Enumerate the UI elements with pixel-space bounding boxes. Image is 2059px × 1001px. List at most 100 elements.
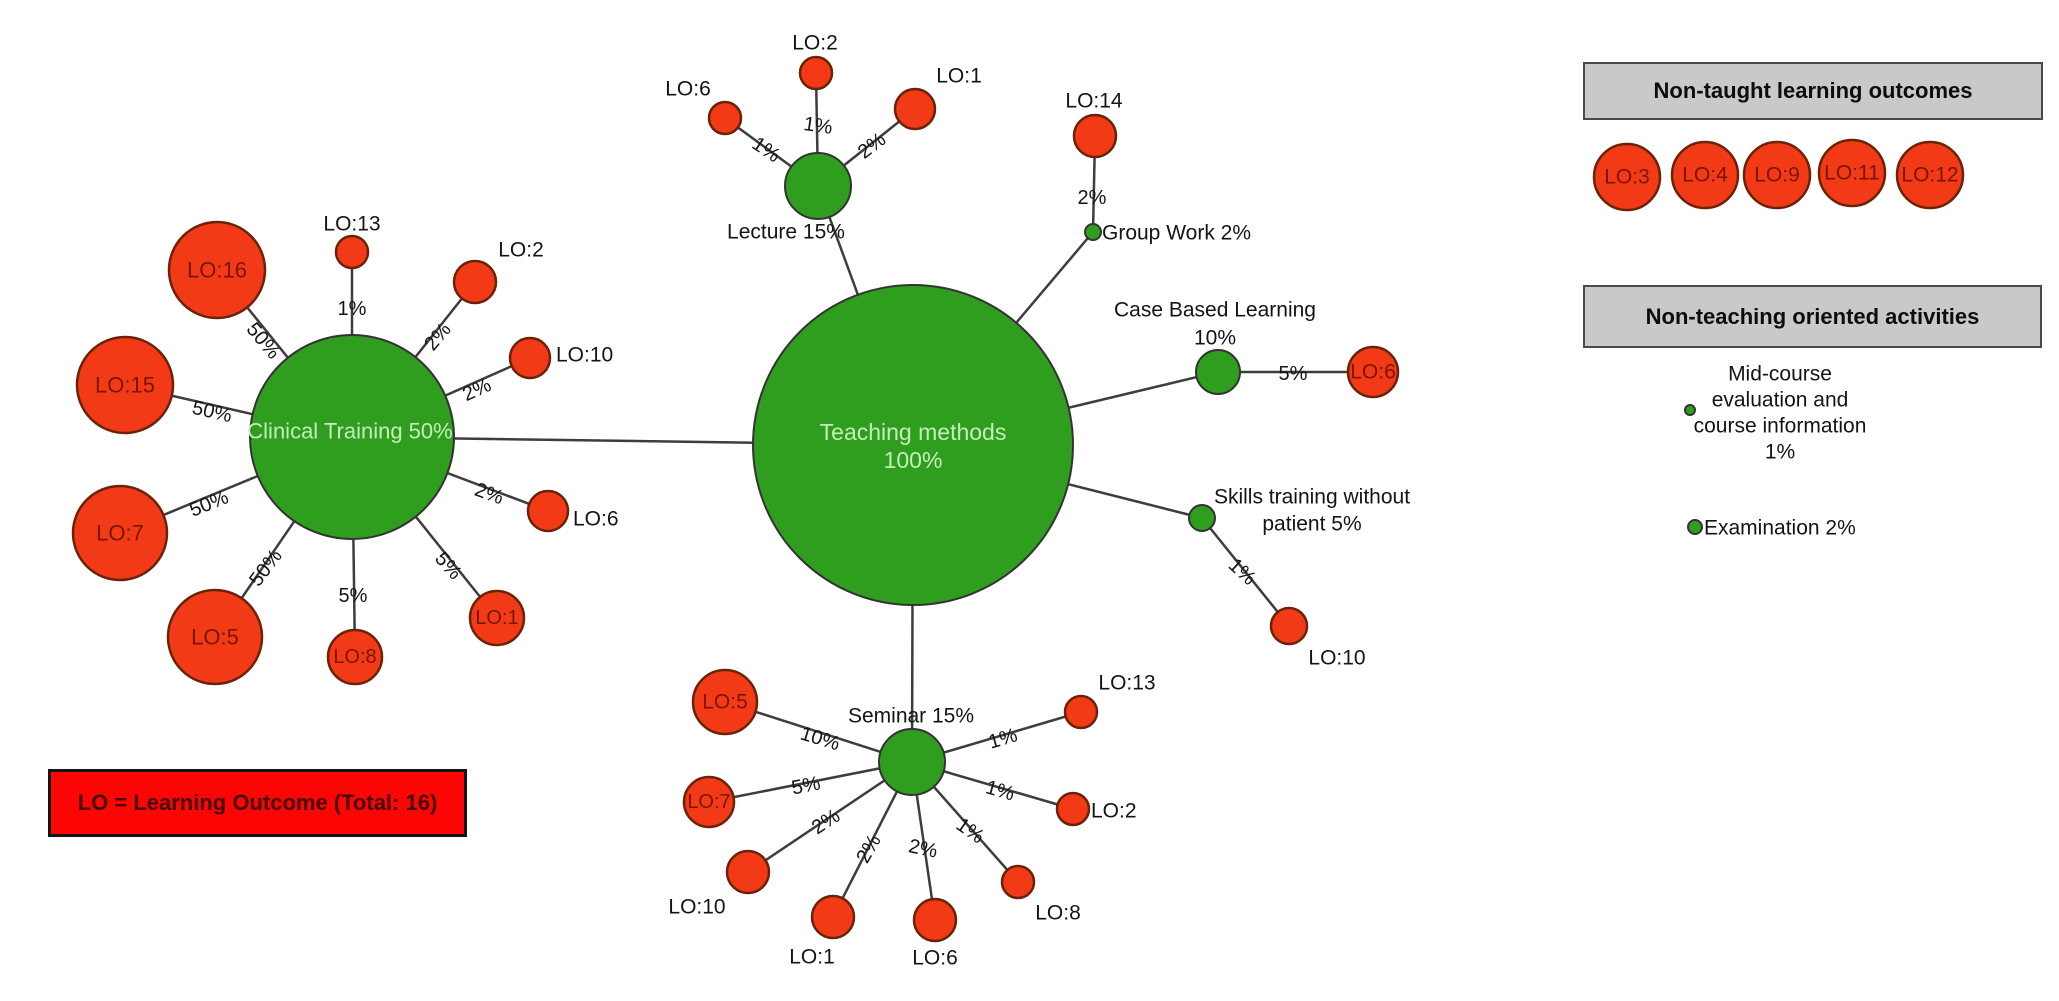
label-nt-lo4: LO:4 <box>1682 164 1728 187</box>
node-clinical-lo7 <box>71 484 169 582</box>
label-examination: Examination 2% <box>1704 517 1856 540</box>
label-clinical-lo10: LO:10 <box>556 344 613 367</box>
node-seminar-lo13 <box>1063 694 1099 730</box>
node-examination <box>1687 519 1703 535</box>
label-nt-lo9: LO:9 <box>1754 164 1800 187</box>
node-seminar-lo2 <box>1055 791 1091 827</box>
node-seminar-lo7 <box>682 775 736 829</box>
edge-label-seminar--seminar-lo13: 1% <box>986 724 1020 753</box>
node-nt-lo9 <box>1742 140 1812 210</box>
node-nt-lo3 <box>1592 142 1662 212</box>
label-lecture-lo6: LO:6 <box>665 78 711 101</box>
label-lecture-lo2: LO:2 <box>792 32 838 55</box>
node-clinical-training <box>249 334 455 540</box>
label-clinical-lo15: LO:15 <box>95 373 155 398</box>
label-seminar-lo6: LO:6 <box>912 947 958 970</box>
label-lo14: LO:14 <box>1065 90 1123 113</box>
label-group-work: Group Work 2% <box>1102 222 1251 245</box>
edge-label-seminar--seminar-lo2: 1% <box>983 776 1017 805</box>
label-skills-lo10: LO:10 <box>1308 647 1365 670</box>
label-nt-lo11: LO:11 <box>1824 162 1880 185</box>
node-lecture-lo6 <box>707 100 743 136</box>
label-seminar: Seminar 15% <box>848 705 974 728</box>
label-seminar-lo1: LO:1 <box>789 946 835 969</box>
node-teaching-methods <box>752 284 1074 606</box>
edge-label-clinical-training--clinical-lo16: 50% <box>242 319 285 364</box>
node-clinical-lo10 <box>508 336 552 380</box>
label-seminar-lo7: LO:7 <box>687 791 730 813</box>
node-seminar-lo8 <box>1000 864 1036 900</box>
node-skills-lo10 <box>1269 606 1309 646</box>
edge-label-seminar--seminar-lo7: 5% <box>790 772 823 799</box>
node-nt-lo4 <box>1670 140 1740 210</box>
non-taught-header-label: Non-taught learning outcomes <box>1653 78 1973 103</box>
edge-label-lecture--lecture-lo2: 1% <box>802 113 834 139</box>
edge-label-clinical-training--clinical-lo15: 50% <box>190 397 234 427</box>
node-lecture-lo1 <box>893 87 937 131</box>
node-skills-training <box>1188 504 1216 532</box>
node-clinical-lo15 <box>75 335 175 435</box>
label-clinical-lo6: LO:6 <box>573 508 619 531</box>
label-nt-lo12: LO:12 <box>1901 164 1958 187</box>
edge-label-clinical-training--clinical-lo8: 5% <box>339 585 368 607</box>
node-clinical-lo16 <box>167 220 267 320</box>
node-clinical-lo13 <box>334 234 370 270</box>
edge-label-seminar--seminar-lo1: 2% <box>852 831 886 867</box>
label-clinical-lo5: LO:5 <box>191 625 239 650</box>
node-seminar-lo6 <box>912 897 958 943</box>
edge-label-seminar--seminar-lo6: 2% <box>907 835 940 863</box>
label-clinical-lo2: LO:2 <box>498 239 544 262</box>
edge-seminar--seminar-lo7 <box>708 760 913 804</box>
edge-label-clinical-training--clinical-lo10: 2% <box>459 374 495 406</box>
node-clinical-lo6 <box>526 489 570 533</box>
label-clinical-lo16: LO:16 <box>187 258 247 283</box>
node-case-lo6 <box>1346 345 1400 399</box>
edge-label-clinical-training--clinical-lo2: 2% <box>420 319 456 355</box>
label-mid-course: Mid-course evaluation and course informati… <box>1694 363 1867 464</box>
label-clinical-lo1: LO:1 <box>475 607 518 629</box>
node-clinical-lo5 <box>166 588 264 686</box>
label-teaching-methods: Teaching methods 100% <box>820 419 1007 473</box>
node-group-work <box>1084 223 1102 241</box>
label-seminar-lo2: LO:2 <box>1091 800 1137 823</box>
node-nt-lo12 <box>1895 140 1965 210</box>
label-case-lo6: LO:6 <box>1350 361 1396 384</box>
lo-legend-label: LO = Learning Outcome (Total: 16) <box>77 790 438 815</box>
node-case-based-learning <box>1195 349 1241 395</box>
node-mid-course <box>1684 404 1696 416</box>
label-clinical-lo8: LO:8 <box>333 646 376 668</box>
edge-label-clinical-training--clinical-lo6: 2% <box>472 479 507 510</box>
label-clinical-lo7: LO:7 <box>96 521 144 546</box>
label-seminar-lo13: LO:13 <box>1098 672 1155 695</box>
node-lecture-lo2 <box>798 55 834 91</box>
node-seminar-lo1 <box>810 894 856 940</box>
node-seminar-lo10 <box>725 849 771 895</box>
label-nt-lo3: LO:3 <box>1604 166 1650 189</box>
label-lecture: Lecture 15% <box>727 221 845 244</box>
node-lo14 <box>1072 113 1118 159</box>
edge-label-case-based-learning--case-lo6: 5% <box>1279 363 1308 385</box>
edge-label-clinical-training--clinical-lo13: 1% <box>338 298 367 320</box>
edge-label-clinical-training--clinical-lo7: 50% <box>186 486 232 521</box>
node-nt-lo11 <box>1817 138 1887 208</box>
label-clinical-training: Clinical Training 50% <box>247 419 452 444</box>
node-seminar-lo5 <box>691 668 759 736</box>
edge-skills-training--skills-lo10 <box>1201 517 1290 627</box>
non-teaching-oriented-activities-header: Non-teaching oriented activities <box>1583 285 2042 348</box>
label-skills-training: Skills training without patient 5% <box>1214 486 1410 536</box>
node-seminar <box>878 728 946 796</box>
edge-label-clinical-training--clinical-lo1: 5% <box>430 548 466 584</box>
edge-label-group-work--lo14: 2% <box>1078 187 1107 209</box>
label-clinical-lo13: LO:13 <box>323 213 380 236</box>
label-lecture-lo1: LO:1 <box>936 65 982 88</box>
label-seminar-lo10: LO:10 <box>668 896 725 919</box>
non-teaching-header-label: Non-teaching oriented activities <box>1645 303 1980 329</box>
node-clinical-lo8 <box>326 628 384 686</box>
label-seminar-lo8: LO:8 <box>1035 902 1081 925</box>
label-case-based-learning: Case Based Learning 10% <box>1114 299 1316 350</box>
node-lecture <box>784 152 852 220</box>
edge-label-seminar--seminar-lo5: 10% <box>798 723 843 756</box>
label-seminar-lo5: LO:5 <box>702 691 748 714</box>
